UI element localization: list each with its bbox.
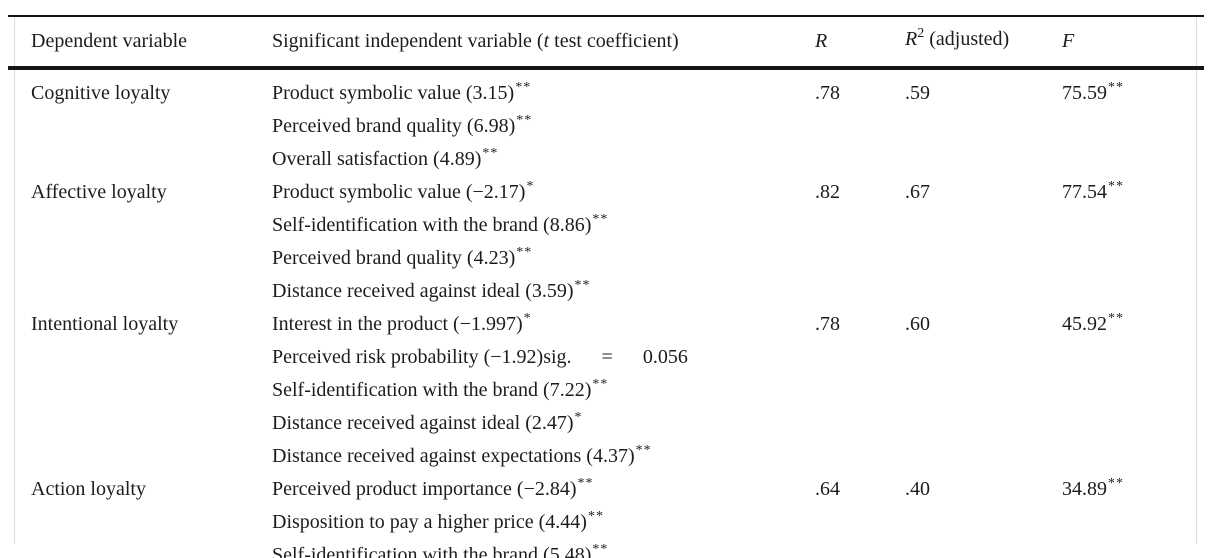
significance-marker: ** [482,146,499,161]
predictor-line: Product symbolic value (−2.17)* [272,179,535,203]
significance-marker: ** [1108,311,1124,326]
predictors-cell: Product symbolic value (−2.17)* Self-ide… [272,177,815,309]
column-header-f: F [1062,16,1204,70]
table-row-cognitive-loyalty: Cognitive loyalty Product symbolic value… [8,68,1204,177]
predictors-cell: Perceived product importance (−2.84)** D… [272,474,815,558]
predictor-line: Perceived brand quality (4.23)** [272,245,533,269]
f-value-cell: 77.54** [1062,179,1124,203]
significance-marker: * [574,410,583,425]
predictor-line: Distance received against ideal (2.47)* [272,410,583,434]
t-symbol: t [543,30,550,52]
significance-marker: ** [587,509,604,524]
column-header-independent-variable: Significant independent variable (t test… [272,16,815,70]
predictors-cell: Interest in the product (−1.997)* Percei… [272,309,815,474]
dependent-variable-cell: Action loyalty [31,478,146,500]
header-text: test coefficient) [549,30,679,52]
predictor-line: Product symbolic value (3.15)** [272,80,532,104]
predictor-line: Distance received against ideal (3.59)** [272,278,591,302]
table-row-affective-loyalty: Affective loyalty Product symbolic value… [8,177,1204,309]
r-squared-value-cell: .67 [905,181,930,203]
predictors-cell: Product symbolic value (3.15)** Perceive… [272,68,815,177]
predictor-line: Self-identification with the brand (7.22… [272,377,609,401]
column-header-r: R [815,16,905,70]
dependent-variable-cell: Affective loyalty [31,181,167,203]
r-squared-value-cell: .59 [905,82,930,104]
significance-marker: ** [592,212,609,227]
r-value-cell: .64 [815,478,840,500]
predictor-line: Overall satisfaction (4.89)** [272,146,499,170]
f-value-cell: 34.89** [1062,476,1124,500]
r-value-cell: .78 [815,82,840,104]
dependent-variable-cell: Cognitive loyalty [31,82,171,104]
significance-marker: ** [1108,179,1124,194]
adjusted-label: (adjusted) [924,28,1010,50]
predictor-line: Perceived brand quality (6.98)** [272,113,533,137]
significance-marker: * [526,179,535,194]
r-squared-value-cell: .60 [905,313,930,335]
significance-marker: ** [1108,476,1124,491]
significance-marker: * [523,311,532,326]
significance-marker: ** [516,245,533,260]
significance-marker: ** [574,278,591,293]
r-squared-value-cell: .40 [905,478,930,500]
predictor-line: Self-identification with the brand (5.48… [272,542,609,558]
table-row-action-loyalty: Action loyalty Perceived product importa… [8,474,1204,558]
significance-marker: ** [1108,80,1124,95]
r-value-cell: .78 [815,313,840,335]
significance-marker: ** [516,113,533,128]
predictor-line: Disposition to pay a higher price (4.44)… [272,509,604,533]
header-text: Significant independent variable ( [272,30,544,52]
significance-marker: ** [515,80,532,95]
regression-results-table: Dependent variable Significant independe… [8,15,1204,558]
r-symbol: R [905,28,918,50]
predictor-line: Perceived risk probability (−1.92)sig. =… [272,346,688,368]
significance-marker: ** [592,377,609,392]
significance-marker: ** [635,443,652,458]
significance-marker: ** [577,476,594,491]
dependent-variable-cell: Intentional loyalty [31,313,179,335]
predictor-line: Distance received against expectations (… [272,443,652,467]
f-value-cell: 45.92** [1062,311,1124,335]
predictor-line: Interest in the product (−1.997)* [272,311,532,335]
squared-exponent: 2 [917,26,925,41]
significance-marker: ** [592,542,609,557]
column-header-dependent-variable: Dependent variable [8,16,272,70]
predictor-line: Self-identification with the brand (8.86… [272,212,609,236]
header-row: Dependent variable Significant independe… [8,16,1204,70]
f-value-cell: 75.59** [1062,80,1124,104]
table-row-intentional-loyalty: Intentional loyalty Interest in the prod… [8,309,1204,474]
predictor-line: Perceived product importance (−2.84)** [272,476,594,500]
r-value-cell: .82 [815,181,840,203]
column-header-r-squared-adjusted: R2 (adjusted) [905,16,1062,70]
